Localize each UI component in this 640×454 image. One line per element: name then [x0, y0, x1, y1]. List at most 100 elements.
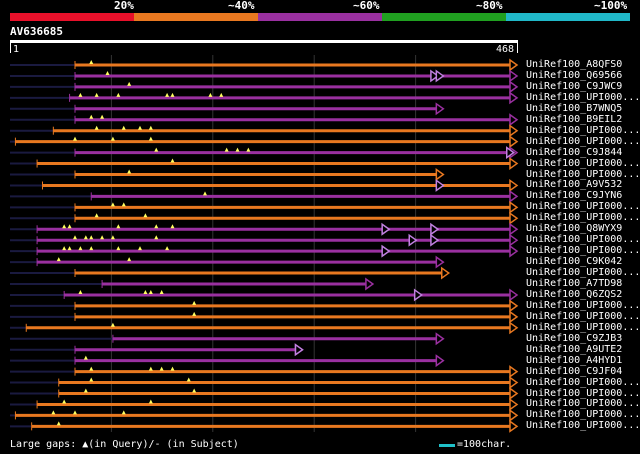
query-gap-marker [148, 125, 153, 130]
query-gap-marker [192, 311, 197, 316]
hit-name-link[interactable]: UniRef100_C9JF04 [526, 365, 623, 377]
hit-name-link[interactable]: UniRef100_UPI000... [526, 168, 640, 180]
hit-name-link[interactable]: UniRef100_C9J844 [526, 146, 623, 158]
identity-color-legend [10, 13, 630, 21]
hit-end-arrow [509, 233, 519, 247]
hit-name-link[interactable]: UniRef100_C9JYN6 [526, 190, 623, 202]
query-gap-marker [116, 92, 121, 97]
hit-name-link[interactable]: UniRef100_UPI000... [526, 157, 640, 169]
hit-end-arrow [509, 157, 519, 171]
query-gap-marker [192, 300, 197, 305]
hit-end-arrow [509, 365, 519, 379]
hit-name-link[interactable]: UniRef100_UPI000... [526, 212, 640, 224]
hit-name-link[interactable]: UniRef100_UPI000... [526, 420, 640, 432]
hit-name-link[interactable]: UniRef100_C9JWC9 [526, 80, 623, 92]
query-gap-marker [83, 235, 88, 240]
hit-segment-arrow [506, 146, 516, 160]
query-gap-marker [121, 125, 126, 130]
hit-name-link[interactable]: UniRef100_UPI000... [526, 299, 640, 311]
query-gap-marker [62, 246, 67, 251]
query-gap-marker [208, 92, 213, 97]
legend-label-40: ~40% [228, 0, 255, 12]
query-gap-marker [219, 92, 224, 97]
hit-name-link[interactable]: UniRef100_UPI000... [526, 135, 640, 147]
legend-segment-cyan [506, 13, 630, 21]
hit-name-link[interactable]: UniRef100_C9ZJB3 [526, 332, 623, 344]
hit-segment-arrow [435, 178, 445, 192]
hit-name-link[interactable]: UniRef100_A4HYD1 [526, 354, 623, 366]
query-gap-marker [170, 158, 175, 163]
hit-name-link[interactable]: UniRef100_UPI000... [526, 409, 640, 421]
query-gap-marker [138, 246, 142, 251]
hit-name-link[interactable]: UniRef100_B7WNQ5 [526, 102, 623, 114]
ruler-end-label: 468 [496, 44, 515, 55]
query-gap-marker [143, 289, 148, 294]
query-gap-marker [73, 410, 77, 415]
hit-segment-arrow [408, 233, 418, 247]
hit-segment-arrow [381, 244, 391, 258]
hit-name-link[interactable]: UniRef100_A8QFS0 [526, 59, 623, 70]
hit-name-link[interactable]: UniRef100_A9UTE2 [526, 343, 623, 355]
hit-end-arrow [435, 255, 445, 269]
hit-name-link[interactable]: UniRef100_UPI000... [526, 201, 640, 213]
hit-end-arrow [509, 124, 519, 138]
query-gap-marker [148, 399, 153, 404]
hit-name-link[interactable]: UniRef100_UPI000... [526, 387, 640, 399]
legend-segment-green [382, 13, 506, 21]
query-gap-marker [89, 60, 94, 64]
hit-end-arrow [509, 58, 519, 72]
query-gap-marker [170, 224, 175, 229]
query-name: AV636685 [10, 25, 63, 38]
hit-end-arrow [509, 135, 519, 149]
query-gap-marker [94, 92, 99, 97]
query-gap-marker [138, 125, 142, 130]
hit-name-link[interactable]: UniRef100_UPI000... [526, 245, 640, 257]
hit-name-link[interactable]: UniRef100_A7TD98 [526, 278, 623, 289]
query-gap-marker [148, 366, 153, 371]
query-gap-marker [165, 92, 170, 97]
hit-end-arrow [509, 189, 519, 203]
scale-bar [439, 444, 455, 447]
query-gap-marker [89, 114, 94, 119]
hit-segment-arrow [294, 343, 304, 357]
hit-name-link[interactable]: UniRef100_A9V532 [526, 179, 623, 191]
hit-end-arrow [435, 354, 445, 368]
hit-name-link[interactable]: UniRef100_UPI000... [526, 398, 640, 410]
query-gap-marker [89, 377, 94, 382]
hit-name-link[interactable]: UniRef100_UPI000... [526, 376, 640, 388]
hit-name-link[interactable]: UniRef100_UPI000... [526, 234, 640, 246]
hit-name-link[interactable]: UniRef100_Q6ZQS2 [526, 288, 623, 300]
hit-name-link[interactable]: UniRef100_UPI000... [526, 124, 640, 136]
query-gap-marker [62, 224, 67, 229]
hit-end-arrow [509, 321, 519, 335]
hit-end-arrow [509, 244, 519, 258]
query-gap-marker [94, 125, 99, 130]
hit-segment-arrow [381, 222, 391, 236]
query-gap-marker [246, 147, 251, 152]
hit-name-link[interactable]: UniRef100_UPI000... [526, 91, 640, 103]
hit-end-arrow [509, 211, 519, 225]
query-gap-marker [110, 235, 115, 240]
hit-name-link[interactable]: UniRef100_C9K042 [526, 256, 623, 268]
hit-name-link[interactable]: UniRef100_Q8WYX9 [526, 223, 623, 235]
hit-name-link[interactable]: UniRef100_B9EIL2 [526, 113, 623, 125]
query-gap-marker [73, 235, 77, 240]
query-gap-marker [224, 147, 229, 152]
hit-end-arrow [509, 80, 519, 94]
query-gap-marker [235, 147, 240, 152]
query-gap-marker [94, 213, 99, 218]
hit-name-link[interactable]: UniRef100_UPI000... [526, 267, 640, 279]
legend-label-80: ~80% [476, 0, 503, 12]
query-gap-marker [83, 388, 88, 393]
hit-name-link[interactable]: UniRef100_UPI000... [526, 321, 640, 333]
query-gap-marker [127, 169, 132, 174]
hit-name-link[interactable]: UniRef100_UPI000... [526, 310, 640, 322]
query-gap-marker [148, 136, 153, 141]
hit-name-link[interactable]: UniRef100_Q69566 [526, 69, 623, 81]
ruler-start-label: 1 [13, 44, 20, 55]
query-gap-marker [186, 377, 191, 382]
legend-label-100: ~100% [594, 0, 628, 12]
query-gap-marker [116, 246, 121, 251]
query-gap-marker [89, 366, 94, 371]
